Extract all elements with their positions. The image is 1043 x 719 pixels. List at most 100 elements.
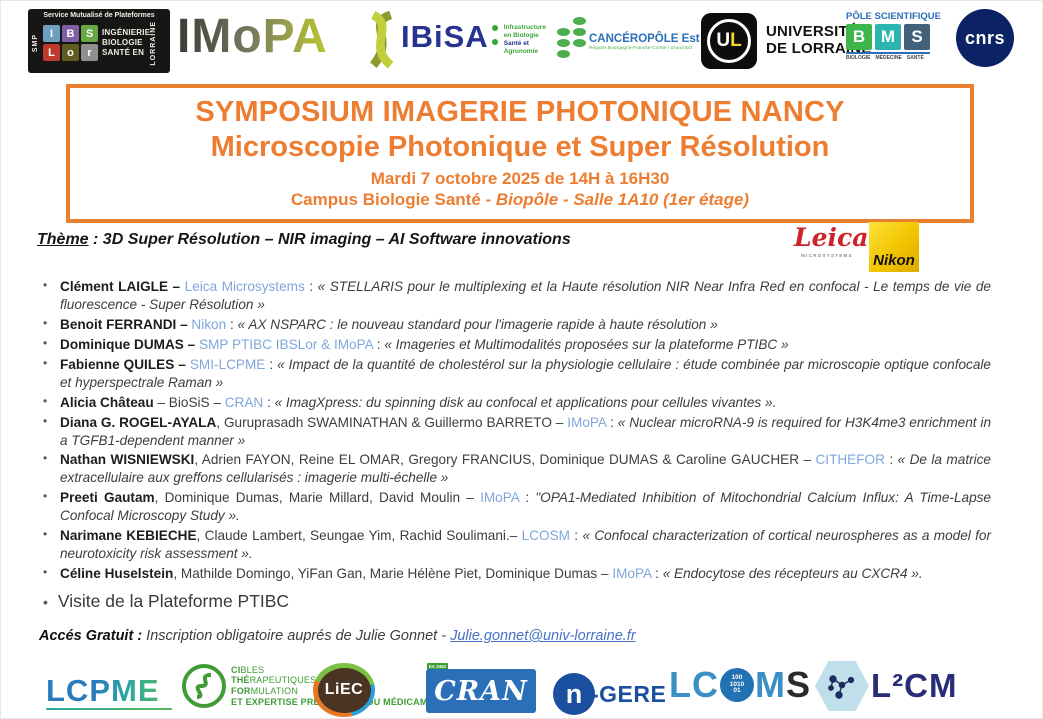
nikon-logo: Nikon bbox=[869, 222, 919, 272]
email-link[interactable]: Julie.gonnet@univ-lorraine.fr bbox=[450, 628, 636, 644]
ibslor-smp-label: SMP bbox=[32, 34, 39, 53]
talk-text: , Mathilde Domingo, YiFan Gan, Marie Hél… bbox=[173, 566, 613, 582]
ibslor-tile: B bbox=[62, 25, 79, 43]
ibisa-dots bbox=[491, 25, 498, 45]
access-text: Inscription obligatoire auprés de Julie … bbox=[142, 628, 451, 644]
talk-text: – BioSiS – bbox=[153, 394, 225, 410]
speaker-name: Céline Huselstein bbox=[60, 566, 174, 582]
cithefor-badge: EA 3452 bbox=[426, 662, 449, 670]
platform-visit-item: • Visite de la Plateforme PTIBC bbox=[43, 591, 289, 612]
cithefor-line-rest: RAPEUTIQUES bbox=[249, 675, 317, 686]
talk-item: Clément LAIGLE – Leica Microsystems : « … bbox=[41, 278, 991, 314]
cithefor-line-prefix: THÉ bbox=[231, 675, 250, 686]
theme-line: Thème : 3D Super Résolution – NIR imagin… bbox=[37, 231, 571, 248]
talk-text: , Guruprasadh SWAMINATHAN & Guillermo BA… bbox=[216, 414, 568, 430]
talk-text: : bbox=[263, 394, 275, 410]
talk-text: : bbox=[519, 490, 536, 506]
speaker-name: Dominique DUMAS – bbox=[60, 336, 199, 352]
talk-text: « Imageries et Multimodalités proposées … bbox=[384, 336, 789, 352]
liec-logo: LiEC bbox=[313, 663, 375, 717]
canceropole-subtitle: Régions Bourgogne-Franche-Comté / Grand … bbox=[589, 46, 692, 51]
ibslor-logo: Service Mutualisé de Plateformes SMP I B… bbox=[28, 9, 170, 73]
cithefor-line-rest: MULATION bbox=[250, 685, 299, 696]
talk-text: : bbox=[372, 336, 385, 352]
bms-title: PÔLE SCIENTIFIQUE bbox=[846, 11, 942, 22]
speaker-name: Nathan WISNIEWSKI bbox=[60, 452, 195, 468]
talk-item: Benoit FERRANDI – Nikon : « AX NSPARC : … bbox=[41, 316, 991, 334]
cithefor-line-rest: BLES bbox=[240, 664, 265, 675]
pole-bms-logo: PÔLE SCIENTIFIQUE B M S BIOLOGIE MÉDECIN… bbox=[846, 11, 948, 61]
talk-item: Diana G. ROGEL-AYALA, Guruprasadh SWAMIN… bbox=[41, 414, 991, 450]
symposium-location: Campus Biologie Santé - Biopôle - Salle … bbox=[290, 189, 750, 209]
access-label: Accés Gratuit : bbox=[39, 628, 143, 644]
bms-subwords: BIOLOGIE MÉDECINE SANTÉ bbox=[846, 55, 924, 61]
bms-underline bbox=[846, 52, 930, 54]
program-section: Clément LAIGLE – Leica Microsystems : « … bbox=[41, 278, 991, 585]
talk-text: « Nuclear microRNA-9 is required for H3K… bbox=[60, 414, 992, 448]
talk-text: : bbox=[884, 452, 898, 468]
lcoms-binary-icon: 100 1010 01 bbox=[720, 668, 754, 702]
lab-name: CRAN bbox=[224, 394, 264, 410]
talk-item: Nathan WISNIEWSKI, Adrien FAYON, Reine E… bbox=[41, 451, 991, 487]
speaker-name: Preeti Gautam bbox=[60, 490, 155, 506]
talk-text: « ImagXpress: du spinning disk au confoc… bbox=[274, 394, 777, 410]
ibslor-words: INGÉNIERIE BIOLOGIE SANTÉ EN bbox=[102, 28, 151, 58]
ibslor-tile: I bbox=[43, 25, 60, 43]
cran-logo: CRAN bbox=[426, 669, 536, 713]
lcoms-logo: LC 100 1010 01 MS bbox=[669, 664, 811, 705]
cithefor-lines: CIBLES THÉRAPEUTIQUES FORMULATION bbox=[231, 665, 446, 696]
ibslor-tiles: I B S L o r bbox=[43, 25, 98, 62]
lab-name: Nikon bbox=[191, 316, 227, 332]
talk-text: : bbox=[651, 566, 663, 582]
talk-item: Preeti Gautam, Dominique Dumas, Marie Mi… bbox=[41, 489, 991, 525]
talk-text: « Confocal characterization of cortical … bbox=[60, 528, 991, 562]
speaker-name: Clément LAIGLE – bbox=[60, 279, 185, 294]
ibslor-tagline: Service Mutualisé de Plateformes bbox=[43, 12, 155, 19]
talk-text: , Dominique Dumas, Marie Millard, David … bbox=[154, 490, 481, 506]
leica-logo: Leica MICROSYSTEMS bbox=[794, 223, 869, 258]
ibslor-tile: L bbox=[43, 44, 60, 62]
lab-name: CITHEFOR bbox=[815, 452, 885, 468]
ibisa-logo: IBiSA Infrastructure en Biologie Santé e… bbox=[361, 11, 546, 69]
canceropole-logo: CANCÉROPÔLE Est Régions Bourgogne-Franch… bbox=[557, 13, 700, 60]
talk-text: : bbox=[265, 356, 278, 372]
talk-text: : bbox=[226, 316, 238, 332]
canceropole-wordmark: CANCÉROPÔLE Est bbox=[589, 33, 700, 45]
lab-name: LCOSM bbox=[521, 528, 570, 544]
ibslor-lorraine-label: LORRAINE bbox=[150, 21, 158, 66]
talk-item: Céline Huselstein, Mathilde Domingo, YiF… bbox=[41, 565, 991, 583]
lab-name: IMoPA bbox=[567, 414, 607, 430]
access-line: Accés Gratuit : Inscription obligatoire … bbox=[39, 628, 636, 644]
lab-name: SMI-LCPME bbox=[189, 356, 266, 372]
talk-item: Alicia Château – BioSiS – CRAN : « ImagX… bbox=[41, 394, 991, 412]
ibslor-tile: o bbox=[62, 44, 79, 62]
talk-text: « Impact de la quantité de cholestérol s… bbox=[60, 356, 991, 390]
talk-text: , Claude Lambert, Seungae Yim, Rachid So… bbox=[196, 528, 522, 544]
lcpme-logo: LCPME bbox=[46, 675, 172, 710]
talk-text: "OPA1-Mediated Inhibition of Mitochondri… bbox=[60, 490, 991, 524]
ibisa-tagline: Infrastructure en Biologie Santé et Agro… bbox=[503, 24, 546, 56]
cithefor-line: THÉRAPEUTIQUES bbox=[231, 675, 446, 685]
talk-text: « STELLARIS pour le multiplexing et la H… bbox=[60, 279, 991, 312]
cnrs-logo: cnrs bbox=[956, 9, 1014, 67]
visit-text: Visite de la Plateforme PTIBC bbox=[57, 591, 290, 611]
ibslor-tile: S bbox=[81, 25, 98, 43]
talk-text: : bbox=[606, 414, 618, 430]
speaker-name: Benoit FERRANDI – bbox=[60, 316, 192, 332]
ibisa-helix-icon bbox=[369, 11, 394, 69]
talks-list: Clément LAIGLE – Leica Microsystems : « … bbox=[41, 278, 991, 583]
speaker-name: Alicia Château bbox=[60, 394, 154, 410]
talk-item: Dominique DUMAS – SMP PTIBC IBSLor & IMo… bbox=[41, 336, 991, 354]
cithefor-line: CIBLES bbox=[231, 665, 446, 675]
talk-text: « AX NSPARC : le nouveau standard pour l… bbox=[237, 316, 718, 332]
talk-text: : bbox=[569, 528, 583, 544]
molecule-icon bbox=[815, 661, 869, 711]
lab-name: IMoPA bbox=[612, 566, 652, 582]
talk-text: « De la matrice extracellulaire aux gref… bbox=[60, 452, 991, 486]
speaker-name: Narimane KEBIECHE bbox=[60, 528, 197, 544]
cithefor-circle-icon bbox=[182, 664, 226, 708]
theme-text: 3D Super Résolution – NIR imaging – AI S… bbox=[102, 231, 571, 248]
lcpme-underline bbox=[46, 708, 172, 710]
